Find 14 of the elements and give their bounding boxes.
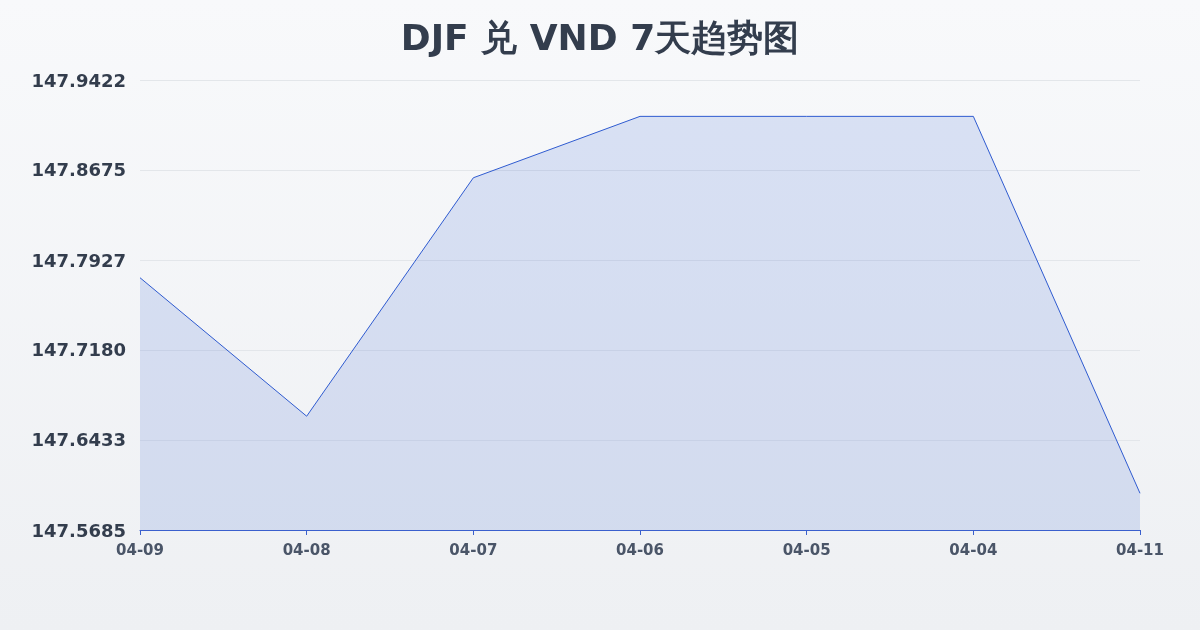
y-tick-label: 147.6433 [31, 429, 126, 451]
y-tick-label: 147.7927 [31, 249, 126, 271]
y-tick-label: 147.9422 [31, 69, 126, 91]
chart-title: DJF 兑 VND 7天趋势图 [400, 16, 800, 58]
x-tick-label: 04-06 [616, 540, 664, 559]
x-tick-label: 04-11 [1116, 540, 1164, 559]
x-tick-label: 04-07 [449, 540, 498, 559]
x-tick-label: 04-05 [782, 540, 831, 559]
x-tick-label: 04-08 [282, 540, 331, 559]
x-tick-label: 04-04 [949, 540, 998, 559]
x-tick-label: 04-09 [116, 540, 164, 559]
y-tick-label: 147.7180 [31, 339, 126, 361]
y-tick-label: 147.5685 [31, 519, 126, 541]
y-tick-label: 147.8675 [31, 159, 126, 181]
